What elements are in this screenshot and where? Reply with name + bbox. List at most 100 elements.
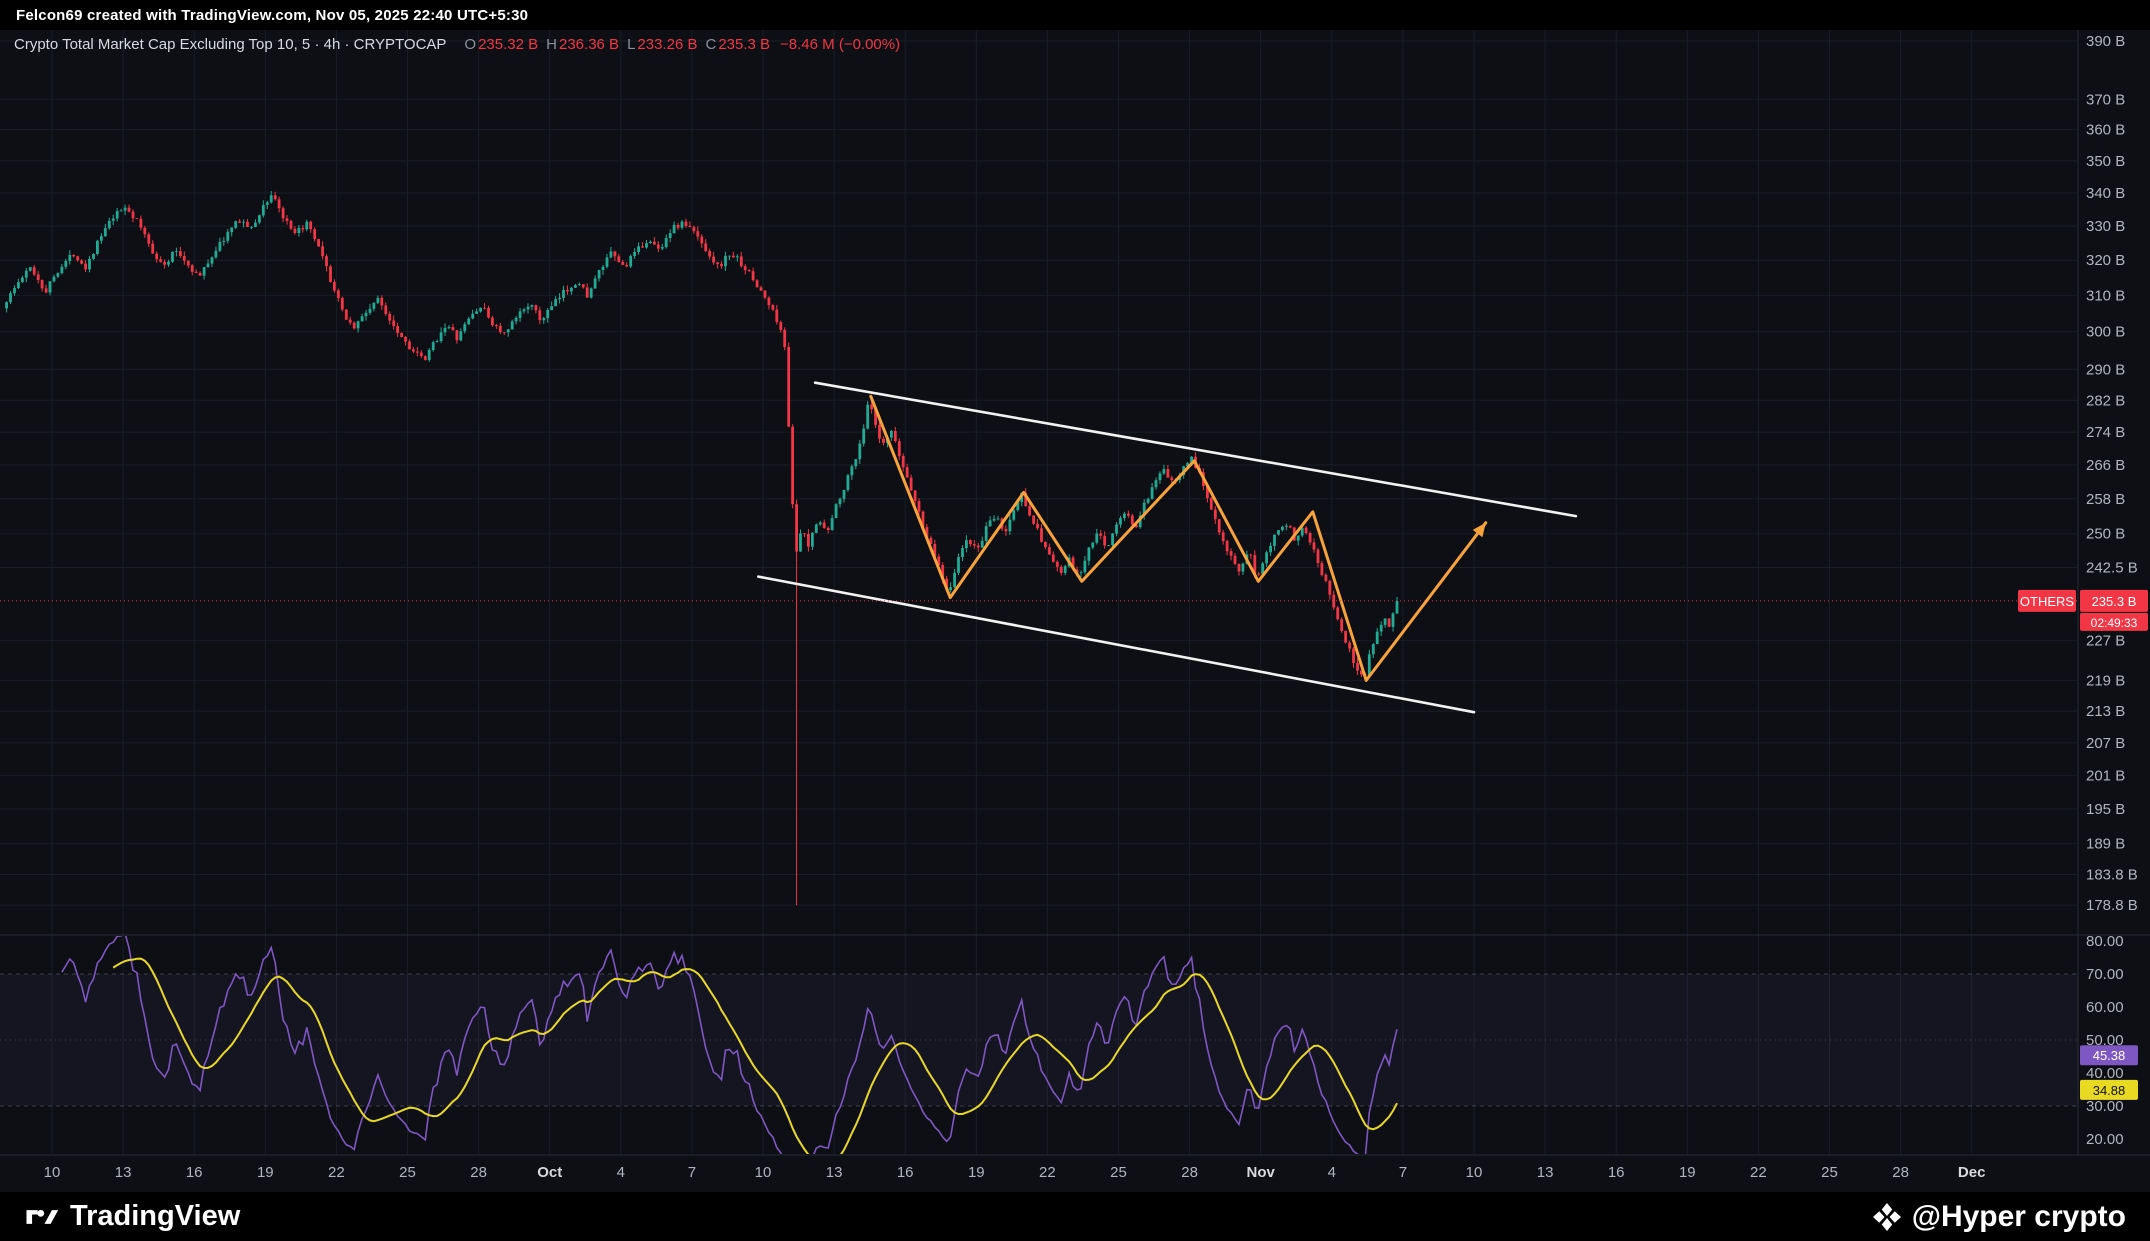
svg-text:60.00: 60.00 [2086,999,2124,1016]
channel-lower-trendline[interactable] [756,575,1476,714]
ohlc-high-label: H [546,36,557,53]
svg-text:13: 13 [826,1164,843,1181]
svg-text:Nov: Nov [1247,1164,1276,1181]
svg-text:4: 4 [617,1164,625,1181]
svg-text:22: 22 [1750,1164,1767,1181]
svg-text:213 B: 213 B [2086,703,2125,720]
svg-text:13: 13 [115,1164,132,1181]
ohlc-low-value: 233.26 B [637,36,698,53]
svg-text:10: 10 [755,1164,772,1181]
countdown-badge [2080,612,2148,631]
svg-text:16: 16 [897,1164,914,1181]
svg-text:19: 19 [257,1164,274,1181]
rsi-ma-badge [2080,1079,2138,1100]
svg-text:19: 19 [968,1164,985,1181]
change-value: −8.46 M (−0.00%) [780,36,901,53]
svg-text:320 B: 320 B [2086,252,2125,269]
svg-text:Oct: Oct [537,1164,562,1181]
rsi-band [0,973,2078,1107]
ohlc-open-label: O [464,36,477,53]
svg-text:25: 25 [399,1164,416,1181]
svg-text:189 B: 189 B [2086,836,2125,853]
arrow-head [1472,522,1486,538]
svg-text:30.00: 30.00 [2086,1098,2124,1115]
svg-text:242.5 B: 242.5 B [2086,559,2138,576]
svg-text:45.38: 45.38 [2093,1048,2126,1063]
tradingview-brand[interactable]: TradingView [24,1200,240,1233]
rsi-layer [61,936,1398,1154]
svg-text:10: 10 [44,1164,61,1181]
attribution-text: Felcon69 created with TradingView.com, N… [16,6,529,24]
svg-text:16: 16 [186,1164,203,1181]
svg-text:4: 4 [1328,1164,1336,1181]
symbol-badge [2018,589,2076,612]
drawings-layer[interactable] [0,381,2078,714]
svg-text:390 B: 390 B [2086,33,2125,50]
svg-text:330 B: 330 B [2086,218,2125,235]
author-credit: @Hyper crypto [1872,1200,2126,1234]
svg-text:13: 13 [1537,1164,1554,1181]
svg-text:290 B: 290 B [2086,361,2125,378]
svg-text:OTHERS: OTHERS [2020,594,2075,609]
svg-text:25: 25 [1110,1164,1127,1181]
svg-text:201 B: 201 B [2086,767,2125,784]
svg-text:7: 7 [688,1164,696,1181]
snapshot-attribution-bar: Felcon69 created with TradingView.com, N… [0,0,2150,30]
svg-text:80.00: 80.00 [2086,933,2124,950]
svg-text:207 B: 207 B [2086,735,2125,752]
author-credit-label: @Hyper crypto [1911,1199,2126,1233]
axis-labels-layer[interactable]: 390 B 370 B 360 B 350 B 340 B 330 B 320 B 310 B… [44,33,2138,1181]
svg-text:28: 28 [1181,1164,1198,1181]
svg-text:310 B: 310 B [2086,287,2125,304]
rsi-value-badge [2080,1045,2138,1066]
zigzag-projection[interactable] [869,394,1488,682]
hyper-crypto-logo-icon [1872,1202,1902,1232]
svg-text:16: 16 [1608,1164,1625,1181]
svg-text:227 B: 227 B [2086,633,2125,650]
ohlc-open-value: 235.32 B [478,36,539,53]
svg-text:340 B: 340 B [2086,185,2125,202]
axis-badges-layer: OTHERS 235.3 B 02:49:33 45.38 34.88 [2018,589,2148,1100]
svg-text:282 B: 282 B [2086,392,2125,409]
svg-text:22: 22 [328,1164,345,1181]
svg-text:258 B: 258 B [2086,491,2125,508]
symbol-title: Crypto Total Market Cap Excluding Top 10… [14,36,447,53]
svg-text:10: 10 [1466,1164,1483,1181]
ohlc-low-label: L [627,36,636,53]
svg-text:250 B: 250 B [2086,526,2125,543]
svg-text:195 B: 195 B [2086,801,2125,818]
svg-text:178.8 B: 178.8 B [2086,897,2138,914]
grid-layer [0,30,2150,1156]
ohlc-close-value: 235.3 B [718,36,771,53]
rsi-line [61,936,1398,1154]
svg-text:300 B: 300 B [2086,324,2125,341]
last-price-badge [2080,589,2148,612]
svg-text:50.00: 50.00 [2086,1032,2124,1049]
symbol-legend[interactable]: Crypto Total Market Cap Excluding Top 10… [14,36,900,53]
svg-text:266 B: 266 B [2086,457,2125,474]
ohlc-high-value: 236.36 B [559,36,620,53]
svg-text:219 B: 219 B [2086,672,2125,689]
rsi-ma-line [112,957,1398,1154]
svg-text:360 B: 360 B [2086,122,2125,139]
svg-text:25: 25 [1821,1164,1838,1181]
svg-text:20.00: 20.00 [2086,1131,2124,1148]
svg-text:274 B: 274 B [2086,424,2125,441]
svg-text:34.88: 34.88 [2093,1083,2126,1098]
ohlc-close-label: C [705,36,717,53]
svg-text:183.8 B: 183.8 B [2086,867,2138,884]
tradingview-logo-icon [24,1205,60,1229]
tradingview-brand-label: TradingView [70,1200,241,1232]
svg-text:235.3 B: 235.3 B [2092,594,2137,609]
svg-text:28: 28 [1892,1164,1909,1181]
svg-text:02:49:33: 02:49:33 [2091,616,2138,630]
svg-text:19: 19 [1679,1164,1696,1181]
svg-text:28: 28 [470,1164,487,1181]
svg-text:70.00: 70.00 [2086,966,2124,983]
chart-canvas[interactable]: 390 B 370 B 360 B 350 B 340 B 330 B 320 B 310 B… [0,30,2150,1192]
channel-upper-trendline[interactable] [813,381,1578,518]
svg-text:7: 7 [1399,1164,1407,1181]
svg-text:40.00: 40.00 [2086,1065,2124,1082]
svg-text:350 B: 350 B [2086,153,2125,170]
